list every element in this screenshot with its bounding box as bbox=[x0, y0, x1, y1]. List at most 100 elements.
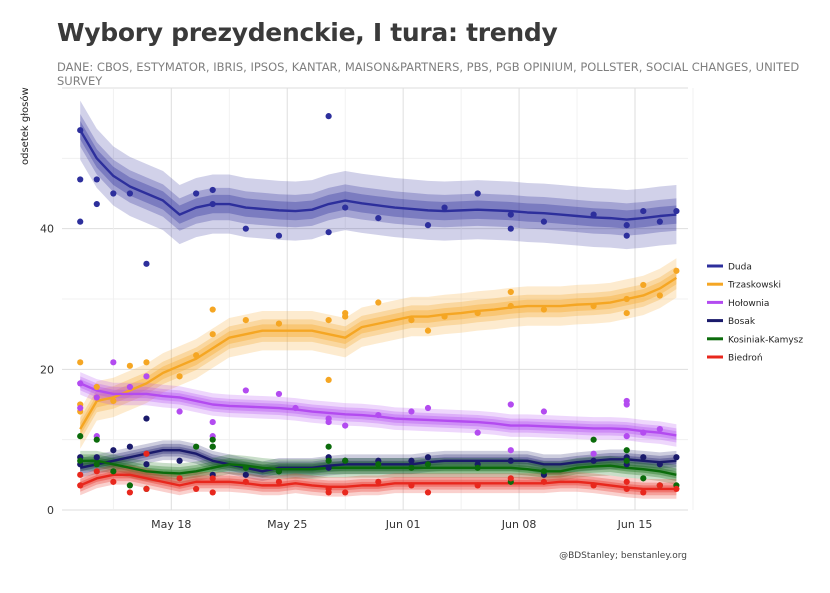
legend-label: Biedroń bbox=[728, 354, 763, 364]
point-bosak bbox=[590, 457, 597, 464]
point-biedro bbox=[375, 478, 382, 485]
point-biedro bbox=[507, 475, 514, 482]
point-duda bbox=[441, 204, 448, 211]
band-trzaskowski bbox=[80, 266, 677, 441]
point-biedro bbox=[242, 478, 249, 485]
band-duda bbox=[80, 114, 677, 236]
axis-ticks: 0 20 40 May 18 May 25 Jun 01 Jun 08 Jun 15 bbox=[40, 223, 652, 531]
point-hoownia bbox=[77, 380, 84, 387]
point-trzaskowski bbox=[441, 313, 448, 320]
point-bosak bbox=[673, 454, 680, 461]
point-hoownia bbox=[209, 418, 216, 426]
point-hoownia bbox=[507, 447, 514, 454]
point-bosak bbox=[143, 461, 150, 468]
line-biedro bbox=[79, 473, 677, 491]
point-trzaskowski bbox=[110, 397, 117, 405]
band-duda bbox=[80, 121, 677, 229]
line-duda bbox=[79, 129, 677, 221]
point-kosiniakkamysz bbox=[540, 468, 548, 475]
point-biedro bbox=[656, 482, 663, 489]
point-biedro bbox=[540, 478, 548, 485]
point-biedro bbox=[143, 485, 150, 492]
point-duda bbox=[623, 232, 630, 239]
point-hoownia bbox=[292, 404, 299, 412]
point-duda bbox=[590, 211, 597, 218]
point-trzaskowski bbox=[176, 373, 183, 380]
point-bosak bbox=[640, 454, 647, 461]
point-hoownia bbox=[623, 401, 630, 408]
point-duda bbox=[623, 222, 630, 229]
point-duda bbox=[110, 190, 117, 197]
point-biedro bbox=[275, 478, 283, 485]
point-trzaskowski bbox=[126, 362, 133, 369]
point-duda bbox=[656, 218, 663, 225]
point-duda bbox=[209, 200, 216, 208]
point-hoownia bbox=[126, 383, 133, 391]
point-trzaskowski bbox=[623, 309, 630, 317]
point-hoownia bbox=[623, 433, 630, 440]
point-trzaskowski bbox=[143, 359, 150, 366]
point-trzaskowski bbox=[275, 320, 283, 327]
point-trzaskowski bbox=[507, 302, 514, 310]
point-biedro bbox=[110, 478, 117, 485]
point-duda bbox=[474, 190, 481, 197]
point-bosak bbox=[126, 443, 133, 450]
point-duda bbox=[77, 127, 84, 134]
point-duda bbox=[342, 204, 349, 211]
point-biedro bbox=[126, 489, 133, 496]
point-kosiniakkamysz bbox=[110, 468, 117, 475]
point-kosiniakkamysz bbox=[209, 436, 216, 443]
point-biedro bbox=[176, 475, 183, 482]
point-hoownia bbox=[408, 408, 415, 415]
point-bosak bbox=[507, 457, 514, 464]
point-kosiniakkamysz bbox=[193, 443, 200, 450]
point-biedro bbox=[408, 482, 415, 489]
point-duda bbox=[143, 260, 150, 267]
legend-label: Hołownia bbox=[728, 299, 769, 309]
point-duda bbox=[126, 190, 133, 197]
point-kosiniakkamysz bbox=[209, 443, 216, 450]
point-duda bbox=[93, 176, 100, 183]
point-trzaskowski bbox=[540, 306, 548, 313]
legend-label: Trzaskowski bbox=[727, 281, 781, 291]
point-trzaskowski bbox=[325, 317, 332, 324]
point-kosiniakkamysz bbox=[474, 464, 481, 471]
point-duda bbox=[242, 225, 249, 232]
point-trzaskowski bbox=[325, 376, 332, 383]
point-kosiniakkamysz bbox=[623, 457, 630, 464]
point-hoownia bbox=[375, 411, 382, 419]
point-trzaskowski bbox=[342, 313, 349, 320]
point-biedro bbox=[77, 471, 84, 478]
y-tick-label: 0 bbox=[47, 504, 54, 517]
point-kosiniakkamysz bbox=[375, 461, 382, 468]
point-duda bbox=[507, 211, 514, 218]
point-biedro bbox=[424, 489, 432, 496]
point-duda bbox=[673, 207, 680, 215]
point-hoownia bbox=[77, 404, 84, 412]
point-biedro bbox=[623, 478, 630, 485]
point-biedro bbox=[590, 482, 597, 489]
legend-label: Kosiniak-Kamysz bbox=[728, 335, 803, 345]
point-hoownia bbox=[474, 429, 481, 436]
point-kosiniakkamysz bbox=[623, 447, 630, 454]
point-trzaskowski bbox=[209, 306, 216, 313]
point-bosak bbox=[408, 457, 415, 464]
point-biedro bbox=[342, 489, 349, 496]
point-bosak bbox=[110, 447, 117, 454]
point-kosiniakkamysz bbox=[275, 468, 283, 475]
point-trzaskowski bbox=[375, 299, 382, 306]
point-duda bbox=[93, 200, 100, 208]
point-bosak bbox=[424, 454, 432, 461]
point-trzaskowski bbox=[474, 309, 481, 317]
point-kosiniakkamysz bbox=[77, 433, 84, 440]
point-kosiniakkamysz bbox=[93, 436, 100, 443]
x-tick-label: Jun 15 bbox=[617, 518, 653, 531]
line-kosiniakkamysz bbox=[80, 459, 677, 477]
point-biedro bbox=[143, 450, 150, 457]
point-kosiniakkamysz bbox=[424, 461, 432, 468]
chart-subtitle: DANE: CBOS, ESTYMATOR, IBRIS, IPSOS, KAN… bbox=[57, 60, 800, 88]
point-bosak bbox=[656, 461, 663, 468]
band-hoownia bbox=[80, 372, 677, 447]
point-trzaskowski bbox=[656, 292, 663, 299]
